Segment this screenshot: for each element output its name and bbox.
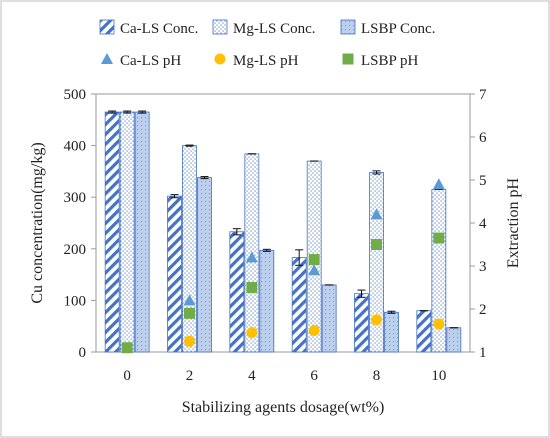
marker-mg-ls-ph-10 [433,318,445,330]
legend-swatch-ca-ls-conc [99,19,115,35]
legend-swatch-mg-ls-conc [212,19,228,35]
y-tick-label: 0 [79,345,87,361]
marker-lsbp-ph-6 [308,254,320,266]
y-tick-label: 300 [64,190,87,206]
legend-marker-ca-ls-ph [101,53,113,64]
plot-area [95,93,471,353]
legend-label-ca-ls-ph: Ca-LS pH [120,53,181,69]
x-tick-label: 8 [373,368,381,384]
bar-ca-ls-conc-4 [229,231,245,353]
y-tick-label: 400 [64,139,87,155]
legend-marker-lsbp-ph [342,53,354,65]
y-axis-title: Cu concentration(mg/kg) [29,142,46,303]
y2-tick-label: 2 [479,302,487,318]
legend-label-ca-ls-conc: Ca-LS Conc. [120,21,198,37]
marker-lsbp-ph-2 [184,307,195,319]
bar-ca-ls-conc-2 [167,195,182,353]
marker-mg-ls-ph-6 [308,325,320,336]
axes-layer: 0 100 200 300 400 500 1 2 3 4 5 6 7 0 2 4 6 8 10 [64,87,488,384]
y-tick-label: 100 [64,293,87,309]
marker-lsbp-ph-10 [433,232,445,244]
x-tick-label: 10 [431,368,446,384]
marker-mg-ls-ph-2 [184,335,195,347]
marker-ca-ls-ph-10 [432,178,445,190]
bar-lsbp-conc-10 [446,327,462,353]
marker-mg-ls-ph-8 [371,314,382,326]
x-tick-label: 4 [248,368,256,384]
marker-ca-ls-ph-2 [183,294,196,306]
y2-tick-label: 3 [479,259,487,275]
x-tick-label: 6 [310,368,318,384]
legend-label-lsbp-ph: LSBP pH [361,53,419,69]
bar-lsbp-conc-0 [134,111,150,353]
bar-ca-ls-conc-0 [104,111,120,353]
bar-ca-ls-conc-8 [354,293,369,353]
x-tick-label: 0 [123,368,131,384]
y2-axis-title: Extraction pH [505,177,522,268]
y-tick-label: 500 [64,87,87,103]
y-tick-label: 200 [64,242,87,258]
bar-lsbp-conc-8 [384,311,399,353]
legend-label-mg-ls-ph: Mg-LS pH [233,53,299,69]
legend-swatch-lsbp-conc [340,19,356,35]
marker-mg-ls-ph-4 [246,327,258,339]
bars-layer [104,110,462,353]
y2-tick-label: 5 [479,173,487,189]
marker-ca-ls-ph-6 [308,264,321,276]
y2-tick-label: 7 [479,87,487,103]
bar-ca-ls-conc-6 [291,257,307,353]
y2-tick-label: 1 [479,345,487,361]
bar-mg-ls-conc-0 [119,111,135,353]
markers-layer [121,178,445,354]
bar-lsbp-conc-4 [259,249,275,353]
marker-lsbp-ph-0 [121,342,133,354]
bar-mg-ls-conc-2 [182,145,197,353]
x-axis-title: Stabilizing agents dosage(wt%) [182,399,385,416]
bar-lsbp-conc-6 [321,284,337,353]
marker-ca-ls-ph-8 [370,208,383,220]
legend-marker-mg-ls-ph [214,53,226,65]
marker-lsbp-ph-8 [371,239,382,250]
legend: Ca-LS Conc. Mg-LS Conc. LSBP Conc. Ca-LS pH… [99,19,435,69]
legend-label-lsbp-conc: LSBP Conc. [361,21,435,37]
x-tick-label: 2 [186,368,194,384]
bar-lsbp-conc-2 [197,177,212,353]
marker-ca-ls-ph-4 [245,251,258,263]
y2-tick-label: 6 [479,130,487,146]
bar-ca-ls-conc-10 [416,310,432,353]
legend-label-mg-ls-conc: Mg-LS Conc. [233,21,316,37]
y2-tick-label: 4 [479,216,487,232]
marker-lsbp-ph-4 [246,282,258,293]
